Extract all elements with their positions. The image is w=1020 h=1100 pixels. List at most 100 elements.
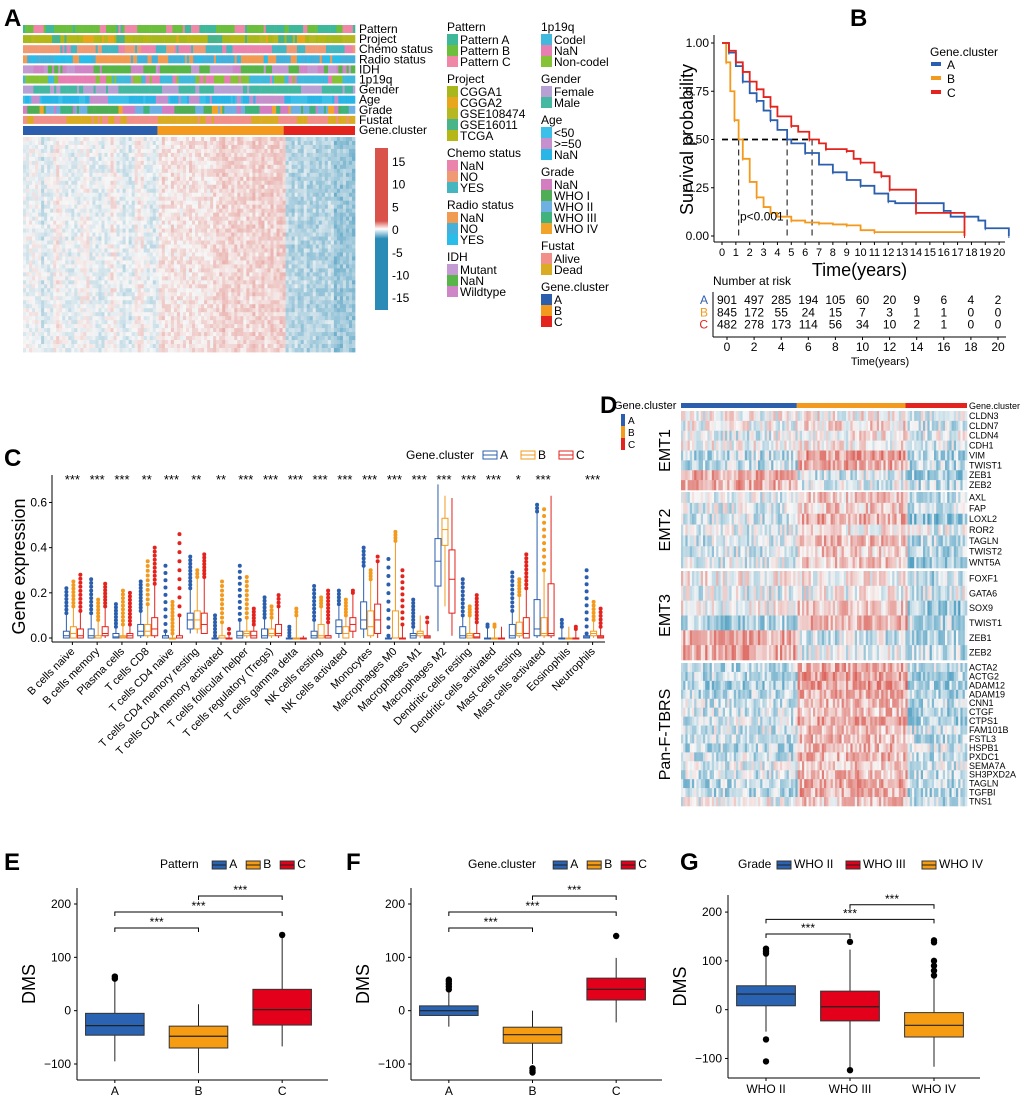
heatmap-cell	[237, 208, 241, 214]
heatmap-cell	[98, 220, 102, 225]
heatmap-cell	[324, 196, 329, 202]
annotation-cell	[49, 95, 53, 104]
heatmap-cell	[219, 224, 223, 229]
heatmap-cell	[116, 256, 120, 261]
heatmap-cell	[201, 172, 205, 178]
heatmap-cell	[29, 176, 33, 182]
heatmap-cell	[312, 180, 317, 186]
heatmap-cell	[267, 188, 271, 194]
heatmap-cell	[246, 148, 250, 154]
annotation-cell	[249, 35, 252, 44]
heatmap-cell	[164, 144, 169, 150]
heatmap-cell	[216, 240, 220, 245]
heatmap-cell	[149, 200, 154, 206]
heatmap-cell	[321, 212, 326, 218]
heatmap-cell	[26, 216, 30, 222]
annotation-cell	[43, 75, 47, 84]
track-label: Pattern	[359, 22, 398, 36]
heatmap-cell	[146, 192, 151, 198]
heatmap-cell	[140, 192, 145, 198]
annotation-cell	[176, 25, 179, 33]
annotation-cell	[255, 75, 258, 84]
heatmap-cell	[258, 220, 262, 225]
heatmap-cell	[62, 184, 66, 190]
heatmap-cell	[309, 244, 314, 249]
panel-label-d: D	[600, 392, 617, 419]
heatmap-cell	[303, 144, 308, 150]
heatmap-cell	[213, 172, 217, 178]
heatmap-cell	[306, 252, 311, 257]
annotation-cell	[72, 25, 76, 33]
annotation-cell	[145, 115, 148, 124]
heatmap-cell	[113, 172, 117, 178]
annotation-cell	[205, 105, 208, 114]
heatmap-cell	[351, 232, 356, 237]
heatmap-cell	[207, 244, 211, 249]
annotation-cell	[242, 35, 246, 44]
annotation-cell	[153, 45, 157, 54]
heatmap-cell	[315, 228, 320, 233]
heatmap-cell	[77, 188, 81, 194]
annotation-cell	[122, 55, 125, 64]
heatmap-cell	[318, 192, 323, 198]
heatmap-cell	[300, 144, 305, 150]
heatmap-cell	[309, 184, 314, 190]
heatmap-cell	[198, 164, 202, 170]
heatmap-cell	[225, 164, 229, 170]
heatmap-cell	[333, 176, 338, 182]
annotation-cell	[298, 25, 302, 33]
annotation-cell	[159, 85, 163, 94]
heatmap-cell	[282, 224, 286, 229]
heatmap-cell	[249, 192, 253, 198]
annotation-cell	[220, 105, 223, 114]
annotation-cell	[124, 25, 128, 33]
heatmap-cell	[348, 224, 353, 229]
heatmap-cell	[207, 140, 211, 146]
heatmap-cell	[246, 220, 250, 225]
heatmap-cell	[279, 220, 283, 225]
heatmap-cell	[195, 172, 199, 178]
annotation-cell	[137, 115, 140, 124]
heatmap-cell	[137, 204, 142, 210]
heatmap-cell	[303, 204, 308, 210]
heatmap-cell	[149, 196, 154, 202]
heatmap-cell	[143, 164, 148, 170]
annotation-cell	[151, 115, 155, 124]
annotation-cell	[294, 45, 298, 54]
annotation-cell	[174, 85, 177, 94]
heatmap-cell	[92, 244, 96, 249]
heatmap-cell	[146, 208, 151, 214]
heatmap-cell	[339, 148, 344, 154]
annotation-cell	[191, 75, 194, 84]
annotation-cell	[139, 55, 142, 64]
heatmap-cell	[210, 184, 214, 190]
heatmap-cell	[216, 168, 220, 174]
heatmap-cell	[318, 204, 323, 210]
heatmap-cell	[119, 196, 123, 202]
annotation-cell	[186, 75, 190, 84]
heatmap-cell	[149, 248, 154, 253]
annotation-cell	[197, 65, 200, 74]
heatmap-cell	[207, 204, 211, 210]
heatmap-cell	[152, 180, 157, 186]
heatmap-cell	[291, 176, 296, 182]
heatmap-cell	[324, 240, 329, 245]
heatmap-cell	[116, 144, 120, 150]
heatmap-cell	[137, 180, 142, 186]
heatmap-cell	[98, 192, 102, 198]
annotation-cell	[64, 75, 67, 84]
heatmap-cell	[65, 216, 69, 222]
annotation-cell	[106, 85, 109, 94]
heatmap-cell	[303, 156, 308, 162]
annotation-cell	[166, 85, 169, 94]
heatmap-cell	[176, 188, 181, 194]
annotation-cell	[43, 115, 47, 124]
heatmap-cell	[351, 240, 356, 245]
heatmap-cell	[321, 192, 326, 198]
annotation-cell	[236, 115, 240, 124]
annotation-cell	[25, 85, 28, 94]
annotation-cell	[99, 35, 103, 44]
heatmap-cell	[35, 240, 39, 245]
heatmap-cell	[324, 248, 329, 253]
heatmap-cell	[161, 236, 166, 241]
